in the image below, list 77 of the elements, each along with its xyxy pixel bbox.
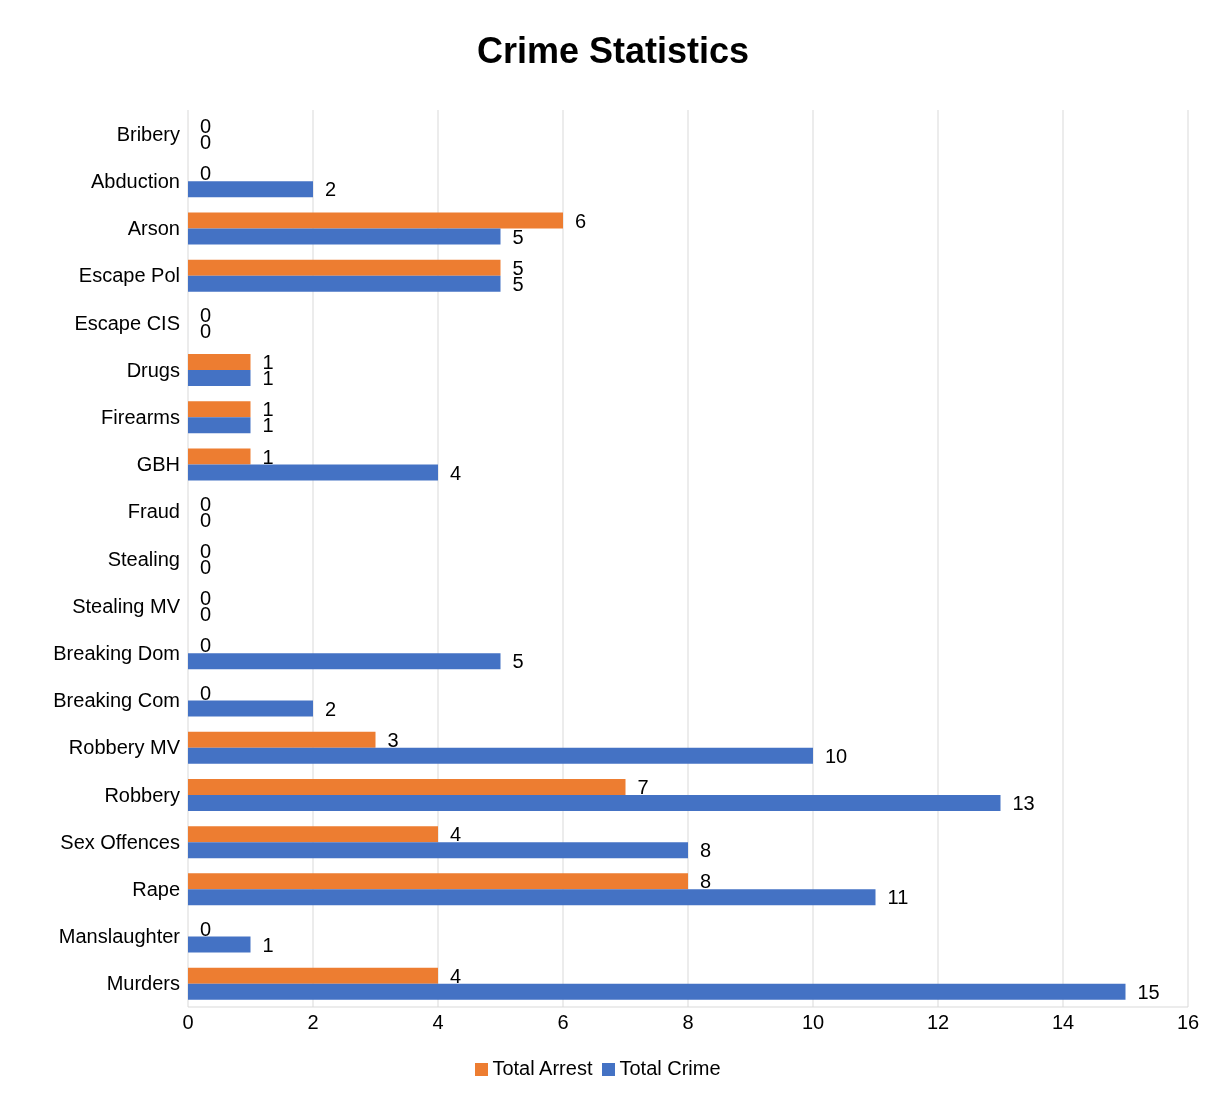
data-label: 15 <box>1137 980 1160 1003</box>
data-label: 13 <box>1012 792 1035 815</box>
legend-label: Total Crime <box>619 1057 721 1079</box>
legend-label: Total Arrest <box>492 1057 593 1079</box>
data-label: 0 <box>200 634 212 657</box>
bar <box>188 653 501 670</box>
x-tick-label: 8 <box>682 1011 694 1034</box>
data-label: 4 <box>450 964 462 987</box>
data-label: 7 <box>637 776 649 799</box>
bar <box>188 794 1001 811</box>
data-label: 8 <box>700 839 712 862</box>
data-label: 0 <box>200 917 212 940</box>
data-label: 1 <box>262 445 274 468</box>
y-tick-label: Breaking Dom <box>53 642 180 665</box>
y-tick-label: Robbery <box>104 783 180 806</box>
chart-title: Crime Statistics <box>475 29 751 73</box>
bar <box>188 228 501 245</box>
bar <box>188 448 251 465</box>
y-tick-label: Firearms <box>101 405 180 428</box>
y-tick-label: Breaking Com <box>53 689 180 712</box>
y-tick-label: Sex Offences <box>60 830 180 853</box>
x-tick-label: 2 <box>307 1011 319 1034</box>
x-tick-label: 4 <box>432 1011 444 1034</box>
x-tick-label: 6 <box>557 1011 569 1034</box>
data-label: 6 <box>575 209 587 232</box>
bar <box>188 778 626 795</box>
x-tick-label: 14 <box>1051 1011 1075 1034</box>
y-tick-label: Escape CIS <box>74 311 180 334</box>
data-label: 0 <box>200 162 212 185</box>
data-label: 10 <box>825 744 848 767</box>
data-label: 5 <box>512 225 524 248</box>
y-tick-label: Fraud <box>127 500 180 523</box>
y-tick-label: Arson <box>127 217 180 240</box>
y-tick-label: Abduction <box>91 169 180 192</box>
bar <box>188 464 438 481</box>
x-tick-label: 10 <box>801 1011 825 1034</box>
bar <box>188 259 501 276</box>
y-tick-label: Bribery <box>116 122 180 145</box>
y-tick-label: Stealing MV <box>72 594 181 617</box>
bar <box>188 936 251 953</box>
y-tick-label: Escape Pol <box>78 264 180 287</box>
x-tick-label: 0 <box>182 1011 194 1034</box>
bar <box>188 747 813 764</box>
bar <box>188 700 313 717</box>
data-label: 2 <box>325 697 337 720</box>
data-label: 4 <box>450 823 462 846</box>
bar <box>188 181 313 198</box>
y-tick-label: Drugs <box>126 358 180 381</box>
y-tick-label: Robbery MV <box>68 736 181 759</box>
bar <box>188 873 688 890</box>
y-tick-label: Stealing <box>107 547 180 570</box>
y-tick-label: Rape <box>132 878 180 901</box>
bar <box>188 417 251 434</box>
bar <box>188 731 376 748</box>
data-label: 3 <box>387 728 399 751</box>
bar <box>188 370 251 387</box>
y-tick-label: Murders <box>106 972 180 995</box>
bar <box>188 842 688 859</box>
bar <box>188 967 438 984</box>
data-label: 1 <box>262 933 274 956</box>
data-label: 0 <box>200 681 212 704</box>
y-tick-label: Manslaughter <box>58 925 181 948</box>
bar <box>188 275 501 292</box>
data-label: 4 <box>450 461 462 484</box>
data-label: 8 <box>700 870 712 893</box>
bar <box>188 889 876 906</box>
bar <box>188 983 1126 1000</box>
bar <box>188 212 563 229</box>
bar <box>188 401 251 418</box>
x-tick-label: 16 <box>1176 1011 1200 1034</box>
data-label: 2 <box>325 178 337 201</box>
bar <box>188 354 251 371</box>
data-label: 5 <box>512 650 524 673</box>
bar <box>188 826 438 843</box>
data-label: 11 <box>887 886 909 909</box>
y-tick-label: GBH <box>136 453 180 476</box>
x-tick-label: 12 <box>926 1011 950 1034</box>
